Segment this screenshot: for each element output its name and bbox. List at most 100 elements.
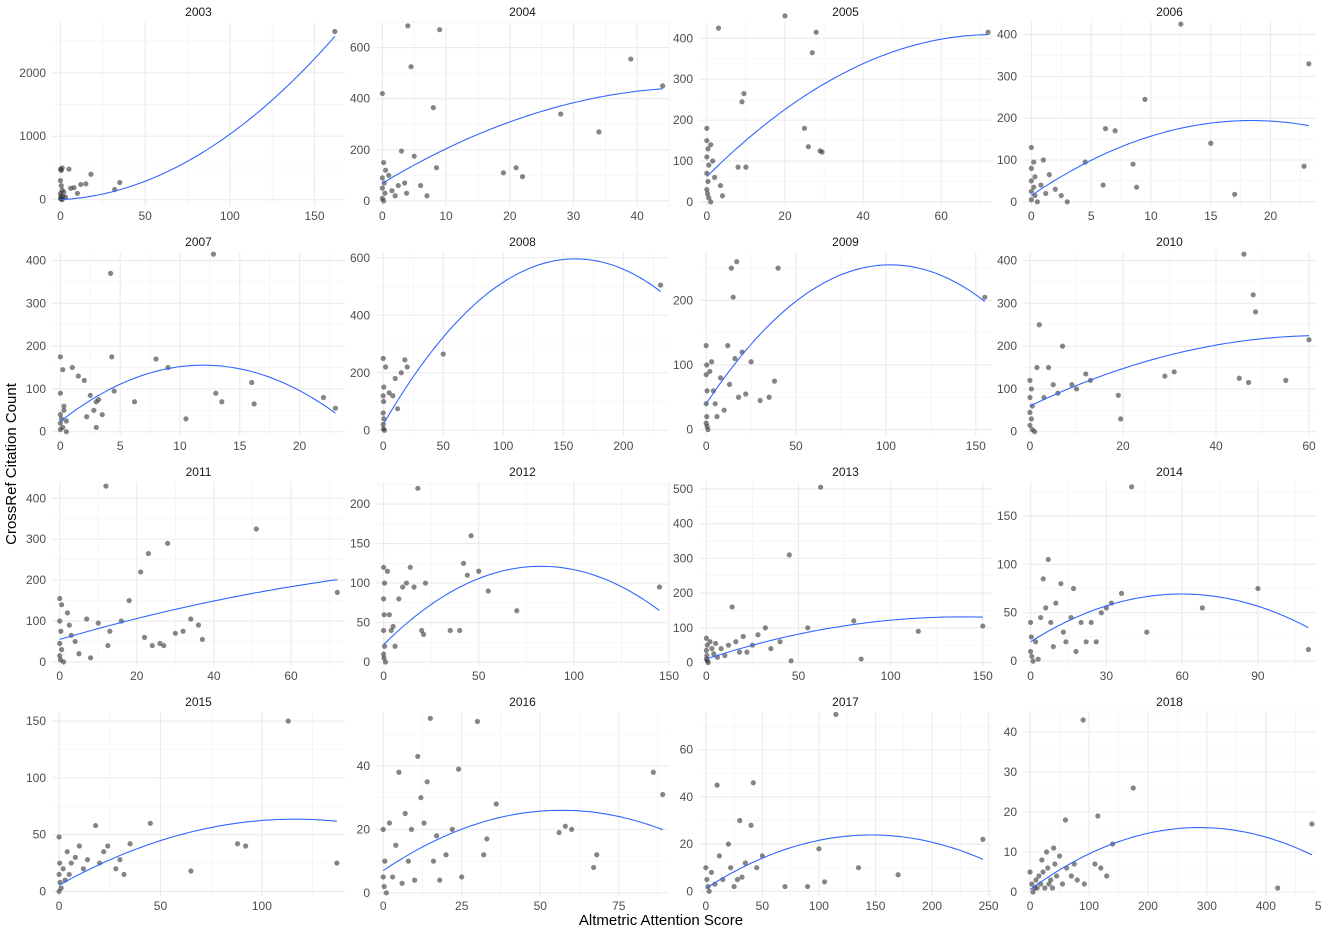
data-point: [386, 820, 393, 826]
data-point: [390, 623, 396, 630]
data-point: [57, 412, 63, 418]
data-point: [1255, 585, 1261, 592]
data-point: [405, 858, 411, 864]
data-point: [408, 64, 414, 70]
data-point: [858, 656, 864, 662]
data-point: [855, 865, 862, 871]
y-tick-label: 400: [350, 308, 370, 322]
data-point: [382, 858, 388, 864]
fit-line: [382, 809, 663, 872]
data-point: [459, 874, 465, 880]
data-point: [199, 636, 205, 643]
data-point: [1050, 644, 1056, 650]
data-point: [72, 854, 78, 860]
x-tick-label: 10: [173, 439, 187, 453]
data-point: [64, 610, 71, 616]
data-point: [1118, 590, 1125, 596]
data-point: [386, 612, 392, 618]
data-point: [722, 652, 728, 659]
data-point: [61, 189, 67, 195]
y-tick-label: 600: [350, 251, 370, 265]
x-tick-label: 50: [789, 439, 803, 453]
data-point: [731, 883, 737, 890]
data-point: [1098, 865, 1104, 871]
data-point: [519, 174, 526, 180]
x-tick-label: 20: [778, 209, 792, 223]
panel-title: 2010: [1156, 235, 1183, 249]
fit-line: [705, 264, 986, 405]
x-tick-label: 100: [564, 669, 584, 683]
data-point: [1059, 343, 1066, 349]
panel-2013: 0 50 100 150 0 100 200 300 400 500 2013: [673, 465, 993, 683]
y-tick-label: 20: [1004, 805, 1018, 819]
panel-title: 2018: [1156, 695, 1183, 709]
data-point: [709, 646, 715, 652]
data-point: [1093, 639, 1099, 645]
data-point: [768, 646, 774, 652]
data-point: [1283, 377, 1289, 383]
data-point: [705, 178, 711, 185]
data-point: [56, 834, 62, 840]
data-point: [707, 368, 713, 375]
x-tick-label: 50: [472, 669, 486, 683]
data-point: [500, 170, 506, 176]
data-point: [1027, 422, 1033, 428]
data-point: [1028, 144, 1034, 151]
x-tick-label: 30: [567, 209, 581, 223]
data-point: [60, 659, 67, 665]
data-point: [424, 193, 430, 199]
fit-line: [60, 36, 336, 201]
x-tick-label: 0: [1027, 439, 1034, 453]
data-point: [107, 628, 113, 634]
data-point: [447, 627, 453, 634]
data-point: [737, 817, 743, 824]
data-point: [1048, 877, 1054, 883]
data-point: [755, 632, 761, 638]
y-tick-label: 300: [26, 296, 46, 310]
data-point: [95, 620, 101, 626]
data-point: [1046, 881, 1052, 887]
data-point: [782, 883, 788, 890]
x-tick-label: 150: [865, 899, 885, 913]
data-point: [1036, 322, 1042, 328]
data-point: [704, 414, 710, 420]
data-point: [381, 416, 387, 422]
data-point: [1028, 197, 1034, 203]
x-tick-label: 40: [1209, 439, 1223, 453]
data-point: [57, 390, 63, 396]
x-tick-label: 10: [1144, 209, 1158, 223]
data-point: [596, 129, 602, 135]
data-point: [1082, 159, 1088, 165]
data-point: [96, 397, 102, 403]
y-axis-title-wrap: CrossRef Citation Count: [0, 0, 20, 928]
data-point: [392, 643, 398, 649]
data-point: [1031, 159, 1037, 165]
y-tick-label: 0: [1010, 425, 1017, 439]
data-point: [381, 384, 387, 390]
data-point: [80, 866, 87, 872]
y-tick-label: 0: [39, 884, 46, 898]
data-point: [1058, 581, 1064, 587]
data-point: [718, 646, 724, 652]
x-tick-label: 0: [703, 209, 710, 223]
data-point: [386, 390, 392, 396]
data-point: [708, 869, 715, 876]
y-tick-label: 0: [363, 886, 370, 900]
data-point: [188, 868, 194, 874]
data-point: [388, 627, 394, 634]
y-tick-label: 300: [997, 69, 1017, 83]
data-point: [777, 639, 783, 645]
data-point: [660, 83, 666, 89]
x-tick-label: 50: [154, 899, 168, 913]
y-tick-label: 40: [680, 790, 694, 804]
data-point: [1046, 172, 1052, 178]
data-point: [556, 829, 562, 836]
data-point: [389, 188, 395, 194]
data-point: [704, 154, 710, 160]
data-point: [1060, 629, 1067, 635]
data-point: [712, 174, 718, 180]
data-point: [392, 193, 398, 199]
